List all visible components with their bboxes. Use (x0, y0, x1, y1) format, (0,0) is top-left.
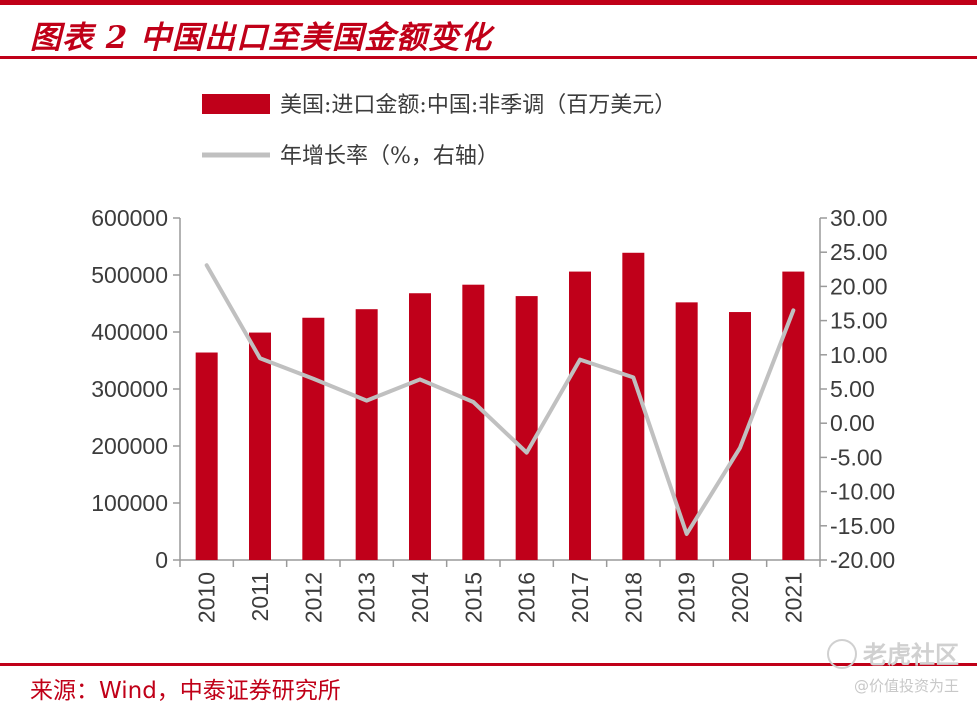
right-tick-label: -10.00 (830, 479, 895, 505)
legend: 美国:进口金额:中国:非季调（百万美元） 年增长率（%，右轴） (202, 93, 676, 169)
left-tick-label: 400000 (91, 319, 168, 345)
legend-bar-swatch (202, 94, 270, 114)
right-tick-label: -20.00 (830, 547, 895, 573)
left-tick-label: 500000 (91, 262, 168, 288)
right-tick-label: 15.00 (830, 308, 888, 334)
left-tick-label: 0 (155, 547, 168, 573)
bar-2012 (302, 317, 325, 560)
bar-2017 (569, 271, 591, 560)
bar-2020 (729, 312, 751, 560)
right-tick-label: -15.00 (830, 513, 895, 539)
source-label: 来源： (30, 678, 99, 704)
right-tick-label: 10.00 (830, 342, 888, 368)
legend-line-label: 年增长率（%，右轴） (280, 144, 499, 169)
bar-2021 (782, 271, 805, 560)
x-tick-label: 2016 (514, 572, 540, 623)
x-tick-label: 2014 (407, 572, 433, 623)
watermark-brand: 老虎社区 (863, 641, 959, 669)
x-tick-label: 2013 (354, 572, 380, 623)
x-tick-label: 2012 (300, 572, 326, 623)
left-tick-label: 200000 (91, 433, 168, 459)
left-tick-label: 300000 (91, 376, 168, 402)
right-tick-label: 30.00 (830, 205, 888, 231)
top-rule (0, 0, 977, 5)
axes (173, 217, 827, 567)
right-tick-label: 5.00 (830, 376, 875, 402)
bars (195, 252, 805, 560)
x-tick-label: 2019 (674, 572, 700, 623)
watermark-sub: @价值投资为王 (853, 677, 959, 695)
right-tick-label: 0.00 (830, 410, 875, 436)
x-tick-label: 2018 (620, 572, 646, 623)
legend-bar-label: 美国:进口金额:中国:非季调（百万美元） (280, 93, 676, 118)
right-tick-label: 25.00 (830, 239, 888, 265)
tick-labels: 0 100000 200000 300000 400000 500000 600000 -20… (91, 205, 895, 623)
bar-2019 (675, 302, 698, 560)
x-tick-label: 2010 (194, 572, 220, 623)
bar-2010 (195, 352, 218, 560)
left-tick-label: 600000 (91, 205, 168, 231)
page-title: 图表 2 中国出口至美国金额变化 (30, 20, 493, 56)
x-tick-label: 2015 (460, 572, 486, 623)
bar-2011 (249, 332, 271, 560)
x-tick-label: 2017 (567, 572, 593, 623)
source-note: 来源：Wind，中泰证券研究所 (30, 671, 341, 705)
bar-2015 (462, 284, 485, 560)
bar-2014 (409, 293, 431, 560)
left-tick-label: 100000 (91, 490, 168, 516)
x-tick-label: 2021 (780, 572, 806, 623)
bar-2018 (622, 252, 645, 560)
bar-2016 (515, 296, 538, 560)
bottom-rule (0, 663, 977, 666)
tiger-logo-icon (827, 639, 857, 669)
watermark: 老虎社区 (827, 635, 959, 671)
growth-rate-line (204, 263, 796, 537)
title-rule (0, 56, 977, 59)
growth-line (204, 263, 796, 537)
right-tick-label: 20.00 (830, 273, 888, 299)
bar-2013 (355, 309, 378, 560)
x-tick-label: 2011 (247, 572, 273, 621)
x-tick-label: 2020 (727, 572, 753, 623)
right-tick-label: -5.00 (830, 444, 882, 470)
source-text: Wind，中泰证券研究所 (99, 678, 341, 704)
